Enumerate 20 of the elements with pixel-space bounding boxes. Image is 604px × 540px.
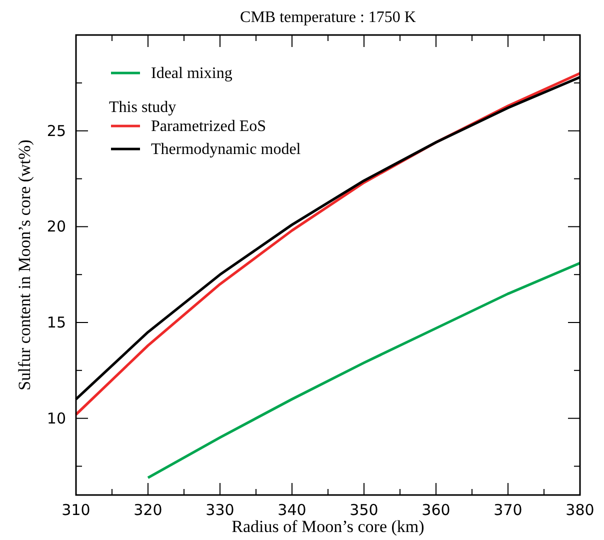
chart-title: CMB temperature : 1750 K <box>240 9 416 26</box>
x-tick-label: 380 <box>566 501 594 519</box>
x-tick-label: 320 <box>134 501 162 519</box>
y-tick-label: 25 <box>46 122 66 140</box>
y-tick-label: 20 <box>46 218 66 236</box>
x-tick-label: 310 <box>62 501 90 519</box>
legend-label: Thermodynamic model <box>151 141 302 158</box>
line-series <box>146 262 582 480</box>
x-tick-label: 350 <box>350 501 378 519</box>
x-tick-label: 360 <box>422 501 450 519</box>
y-axis-title: Sulfur content in Moon’s core (wt%) <box>15 140 34 390</box>
legend-label: Parametrized EoS <box>151 118 266 135</box>
y-tick-label: 15 <box>46 314 66 332</box>
x-tick-label: 340 <box>278 501 306 519</box>
x-tick-label: 330 <box>206 501 234 519</box>
x-axis-title: Radius of Moon’s core (km) <box>232 517 424 536</box>
annotation: This study <box>109 99 176 116</box>
x-tick-label: 370 <box>494 501 522 519</box>
y-tick-label: 10 <box>46 409 66 428</box>
legend-label: Ideal mixing <box>151 65 232 82</box>
